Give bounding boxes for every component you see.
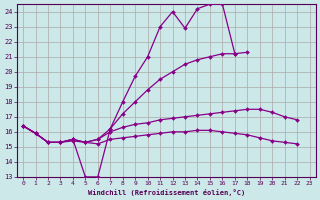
X-axis label: Windchill (Refroidissement éolien,°C): Windchill (Refroidissement éolien,°C) [88,189,245,196]
